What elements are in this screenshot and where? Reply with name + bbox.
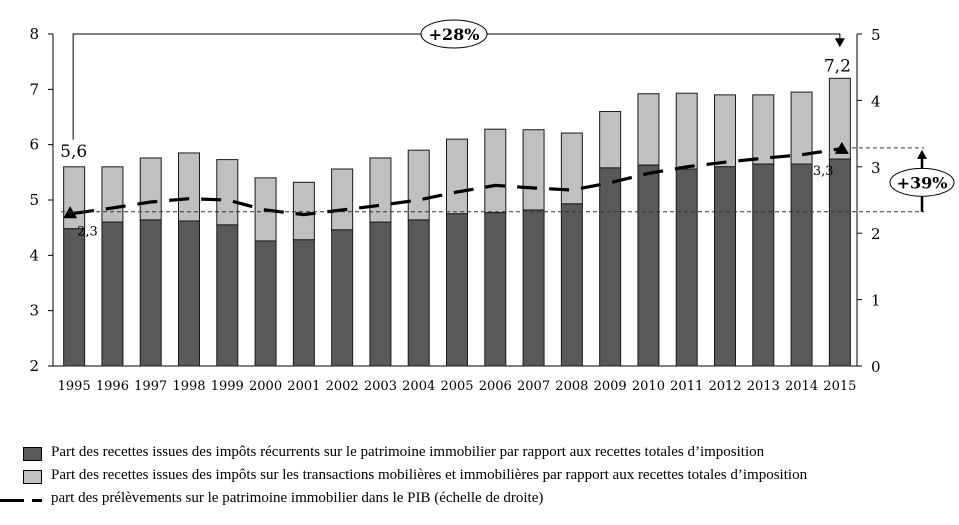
left-axis-tick-label: 2 [29,357,39,375]
bar-recurrent [828,158,851,367]
legend-item-pib: part des prélèvements sur le patrimoine … [0,489,959,512]
bar-recurrent [101,221,124,367]
bar-transactions [484,128,507,214]
bar-growth-bubble [420,19,488,49]
x-axis-tick-label: 2015 [823,379,856,394]
bar-transactions [292,181,315,241]
left-axis-tick-label: 4 [29,246,39,264]
bar-transactions [714,94,736,168]
bar-transactions [675,92,698,170]
x-axis-tick-label: 2002 [326,379,359,394]
axes: 2 3 4 5 6 7 8 0 1 2 3 4 5 1995 1996 1997 1998 1999 2000 200… [29,25,880,394]
right-axis-tick-label: 0 [871,358,881,376]
bar-transactions [522,129,545,211]
legend-swatch-dashed-line [0,499,42,502]
bar-transactions [101,166,124,223]
bar-recurrent [63,228,86,367]
x-axis-tick-label: 2007 [517,379,550,394]
left-axis-tick-label: 5 [29,191,39,209]
right-axis-tick-label: 4 [871,92,881,110]
x-axis-tick-label: 1999 [211,379,244,394]
bar-recurrent [331,229,354,367]
pib-line-path [73,147,841,217]
x-axis-tick-label: 2004 [402,379,435,394]
left-axis-tick-label: 6 [29,136,39,154]
line-start-value-label: 2,3 [77,224,98,239]
x-axis-tick-label: 1997 [134,379,167,394]
right-axis-tick-label: 5 [871,26,881,44]
bar-recurrent [446,213,468,367]
bar-growth-label: +28% [429,25,480,44]
line-growth-label: +39% [897,173,948,192]
bar-transactions [637,93,660,166]
bar-recurrent [407,219,430,367]
bar-transactions [63,166,86,230]
bar-recurrent [178,220,200,367]
line-end-value-label: 3,3 [813,164,834,179]
bar-transactions [216,159,239,226]
bar-transactions [599,110,622,169]
x-axis-tick-label: 2003 [364,379,397,394]
bar-recurrent [752,163,775,367]
x-axis-tick-label: 1996 [96,379,129,394]
bar-recurrent [216,224,239,367]
legend-label: Part des recettes issues des impôts sur … [51,467,808,483]
right-axis-tick-label: 2 [871,225,881,243]
bar-transactions [139,157,162,221]
x-axis-tick-label: 2012 [708,379,741,394]
legend: Part des recettes issues des impôts récu… [0,443,959,512]
x-axis-tick-label: 2014 [785,379,818,394]
left-axis-tick-label: 3 [29,302,39,320]
legend-item-transactions: Part des recettes issues des impôts sur … [0,466,959,489]
x-axis-tick-label: 2008 [555,379,588,394]
bar-recurrent [790,163,813,367]
x-axis-tick-label: 1998 [172,379,205,394]
left-axis-tick-label: 8 [29,25,39,43]
x-axis-tick-label: 2013 [747,379,780,394]
bar-recurrent [522,209,545,367]
line-growth-arrowhead [917,149,927,159]
legend-swatch-dark [23,447,42,461]
bar-transactions [331,168,354,231]
start-bar-value-label: 5,6 [60,142,87,162]
bar-recurrent [637,164,660,367]
bar-transactions [752,94,775,165]
x-axis-tick-label: 2005 [440,379,473,394]
x-axis-tick-label: 2009 [594,379,627,394]
bar-recurrent [139,219,162,367]
bar-recurrent [599,167,622,367]
x-axis-tick-label: 2000 [249,379,282,394]
legend-swatch-light [23,470,42,484]
bar-transactions [407,149,430,221]
bar-recurrent [254,240,277,367]
left-axis-tick-label: 7 [29,80,39,98]
end-bar-value-label: 7,2 [824,56,851,76]
bar-growth-arrowhead [834,38,845,48]
chart: 2 3 4 5 6 7 8 0 1 2 3 4 5 1995 1996 1997 1998 1999 2000 200… [29,19,955,394]
bar-recurrent [484,212,507,367]
legend-label: part des prélèvements sur le patrimoine … [51,490,544,506]
bar-transactions [178,152,200,222]
line-end-marker [834,141,849,154]
bar-recurrent [369,221,392,367]
bar-recurrent [560,203,583,367]
line-growth-bubble [889,167,955,197]
legend-label: Part des recettes issues des impôts récu… [51,444,765,460]
legend-item-recurrent: Part des recettes issues des impôts récu… [0,443,959,466]
bar-transactions [446,138,468,215]
annotations: +28% 5,6 7,2 2,3 3,3 +39% [60,19,955,239]
right-axis-tick-label: 3 [871,159,881,177]
bar-transactions [560,132,583,205]
right-axis-tick-label: 1 [871,292,881,310]
x-axis-tick-label: 2010 [632,379,665,394]
x-axis-tick-label: 2011 [670,379,703,394]
x-axis-tick-label: 2006 [479,379,512,394]
bar-recurrent [714,166,736,367]
bar-transactions [369,157,392,223]
x-axis-tick-label: 2001 [287,379,320,394]
x-axis-tick-label: 1995 [58,379,91,394]
bar-recurrent [292,239,315,367]
bar-recurrent [675,168,698,367]
bars [63,77,851,367]
